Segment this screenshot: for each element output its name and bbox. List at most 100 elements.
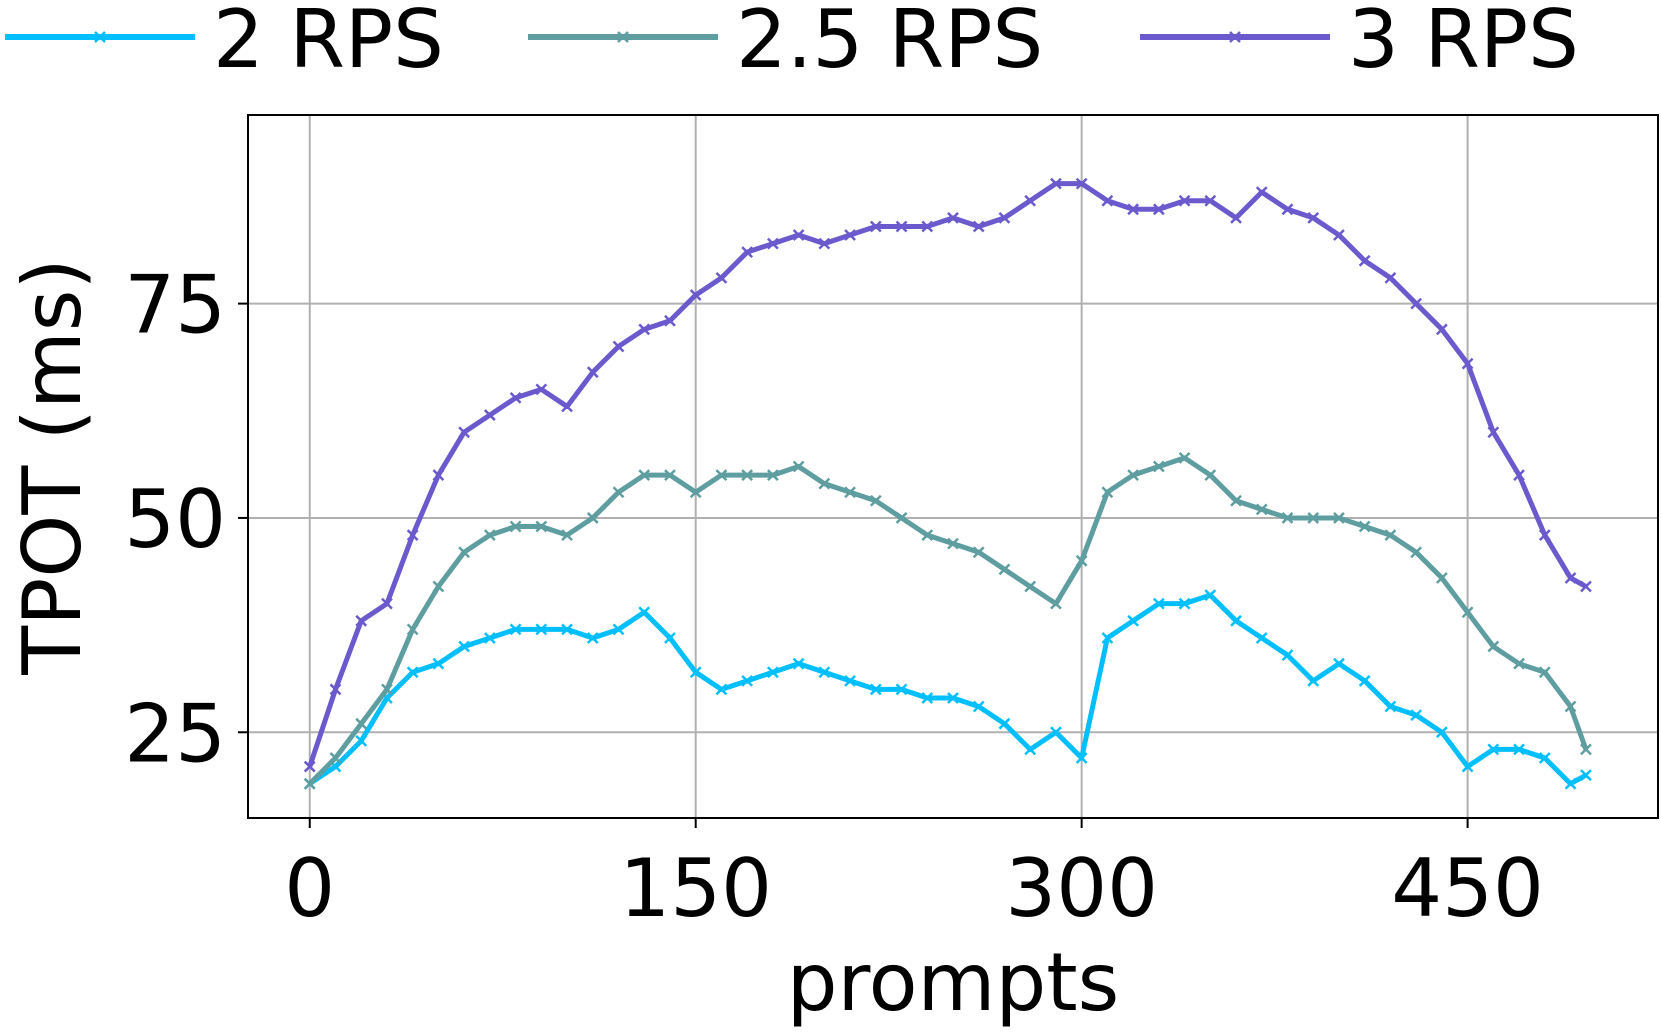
data-point-marker: [1178, 452, 1191, 464]
data-point-marker: [1255, 186, 1268, 199]
data-point-marker: [1538, 752, 1551, 764]
data-point-marker: [869, 220, 882, 233]
series-3-RPS: [303, 177, 1592, 773]
data-point-marker: [715, 469, 728, 481]
data-point-marker: [509, 392, 522, 404]
data-point-marker: [1101, 194, 1114, 207]
data-point-marker: [1230, 494, 1242, 507]
legend-label: 2.5 RPS: [736, 0, 1043, 86]
data-point-marker: [972, 700, 985, 713]
x-tick-label: 300: [1005, 842, 1158, 935]
data-point-marker: [921, 220, 934, 233]
data-point-marker: [1564, 700, 1577, 713]
data-point-marker: [1307, 211, 1320, 224]
data-point-marker: [1461, 760, 1474, 773]
y-tick-label: 75: [124, 259, 226, 352]
data-point-marker: [1461, 606, 1474, 619]
data-point-marker: [1204, 589, 1217, 601]
data-point-marker: [998, 717, 1011, 730]
data-point-marker: [355, 734, 368, 747]
data-point-marker: [1307, 674, 1320, 687]
legend-marker: [617, 31, 629, 43]
data-point-marker: [689, 289, 702, 301]
series-line: [307, 455, 1589, 786]
data-point-marker: [1101, 632, 1114, 644]
data-point-marker: [844, 674, 856, 687]
data-point-marker: [612, 623, 625, 636]
x-tick-label: 450: [1391, 842, 1544, 935]
data-point-marker: [1281, 512, 1294, 524]
data-point-marker: [638, 606, 651, 619]
data-point-marker: [1487, 640, 1500, 653]
data-point-marker: [1204, 194, 1217, 207]
data-point-marker: [1333, 512, 1345, 524]
plot-frame: [247, 114, 1659, 819]
data-point-marker: [458, 426, 471, 439]
legend-marker: [1229, 31, 1241, 43]
data-point-marker: [1152, 203, 1165, 216]
data-point-marker: [1384, 272, 1397, 284]
data-point-marker: [303, 777, 316, 790]
legend-marker: [94, 31, 106, 43]
x-tick-label: 0: [284, 842, 335, 935]
data-point-marker: [1127, 469, 1139, 481]
data-point-marker: [689, 666, 702, 679]
data-point-marker: [947, 537, 959, 550]
data-point-marker: [1152, 597, 1165, 610]
data-point-marker: [381, 597, 393, 610]
data-point-marker: [1487, 743, 1500, 756]
data-point-marker: [1307, 512, 1320, 524]
data-point-marker: [1255, 503, 1268, 516]
data-point-marker: [381, 683, 393, 696]
data-point-marker: [1075, 554, 1088, 567]
data-point-marker: [972, 546, 985, 559]
data-point-marker: [1358, 674, 1371, 687]
x-axis-label: prompts: [787, 936, 1120, 1029]
data-point-marker: [1050, 726, 1062, 739]
data-point-marker: [1580, 580, 1592, 593]
data-point-marker: [1075, 752, 1088, 764]
data-point-marker: [483, 529, 496, 541]
data-point-marker: [1538, 529, 1551, 541]
data-point-marker: [406, 529, 419, 541]
data-point-marker: [1255, 632, 1268, 644]
data-point-marker: [1152, 460, 1165, 473]
data-point-marker: [741, 469, 754, 481]
data-point-marker: [1538, 666, 1551, 679]
data-point-marker: [1024, 743, 1037, 756]
data-point-marker: [1178, 597, 1191, 610]
data-point-marker: [1204, 469, 1217, 481]
data-point-marker: [586, 512, 599, 524]
data-point-marker: [895, 220, 908, 233]
y-tick-label: 25: [124, 687, 226, 780]
data-point-marker: [355, 614, 368, 627]
data-point-marker: [1410, 297, 1423, 310]
data-point-marker: [612, 340, 625, 353]
data-point-marker: [1580, 769, 1592, 782]
data-point-marker: [921, 692, 934, 704]
data-point-marker: [664, 632, 676, 644]
data-point-marker: [664, 314, 676, 327]
legend-label: 3 RPS: [1348, 0, 1579, 86]
data-point-marker: [406, 623, 419, 636]
data-point-marker: [612, 486, 625, 499]
data-point-marker: [638, 469, 651, 481]
series-2_5-RPS: [303, 452, 1592, 790]
data-point-marker: [1281, 203, 1294, 216]
data-point-marker: [818, 666, 831, 679]
data-point-marker: [1024, 580, 1037, 593]
data-point-marker: [509, 520, 522, 533]
series-line: [308, 592, 1588, 787]
data-point-marker: [869, 683, 882, 696]
y-axis-label: TPOT (ms): [6, 258, 99, 675]
data-point-marker: [1435, 323, 1448, 336]
data-point-marker: [1024, 194, 1037, 207]
data-point-marker: [715, 272, 728, 284]
data-point-marker: [1101, 486, 1114, 499]
data-point-marker: [1580, 743, 1592, 756]
data-point-marker: [329, 752, 342, 764]
data-point-marker: [741, 246, 754, 259]
data-point-marker: [1358, 520, 1371, 533]
data-point-marker: [947, 692, 959, 704]
